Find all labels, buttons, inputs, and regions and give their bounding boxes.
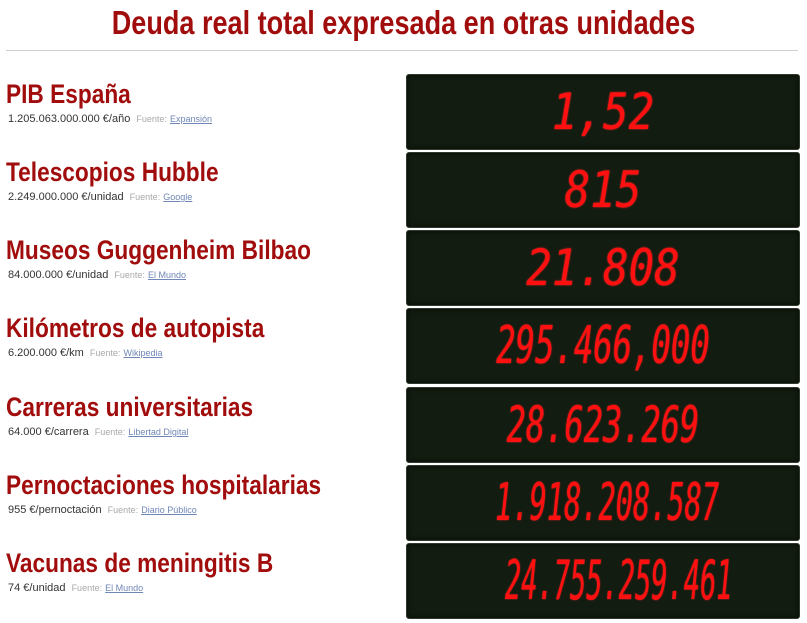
source-label: Fuente: [94, 427, 126, 437]
page-title: Deuda real total expresada en otras unid… [111, 4, 696, 41]
unit-name: Vacunas de meningitis B [6, 548, 274, 578]
unit-price: 74 €/unidad [8, 582, 66, 594]
display-value: 24.755.259.461 [505, 549, 733, 612]
digital-display: 24.755.259.461 [406, 543, 800, 619]
row-pib: PIB España 1.205.063.000.000 €/año Fuent… [0, 74, 807, 152]
source-link[interactable]: El Mundo [105, 583, 144, 593]
row-vacunas: Vacunas de meningitis B 74 €/unidad Fuen… [0, 543, 807, 621]
source-link[interactable]: Libertad Digital [128, 427, 189, 437]
source-label: Fuente: [136, 114, 167, 124]
unit-price: 1.205.063.000.000 €/año [8, 113, 131, 125]
unit-name: Pernoctaciones hospitalarias [6, 470, 322, 500]
source-label: Fuente: [107, 505, 139, 515]
digital-display: 295.466,000 [406, 308, 800, 384]
row-autopista: Kilómetros de autopista 6.200.000 €/km F… [0, 308, 807, 386]
unit-meta: 2.249.000.000 €/unidad Fuente: Google [8, 190, 192, 204]
row-carreras: Carreras universitarias 64.000 €/carrera… [0, 387, 807, 465]
unit-price: 84.000.000 €/unidad [8, 269, 109, 281]
source-link[interactable]: Expansión [170, 114, 213, 124]
title-divider [6, 50, 798, 51]
digital-display: 21.808 [406, 230, 800, 306]
unit-meta: 84.000.000 €/unidad Fuente: El Mundo [8, 268, 186, 282]
display-value: 1,52 [551, 83, 655, 141]
source-label: Fuente: [114, 270, 145, 280]
row-pernoctaciones: Pernoctaciones hospitalarias 955 €/perno… [0, 465, 807, 543]
unit-name: Kilómetros de autopista [6, 313, 265, 343]
source-link[interactable]: Wikipedia [123, 348, 163, 358]
source-label: Fuente: [129, 192, 161, 202]
unit-meta: 64.000 €/carrera Fuente: Libertad Digita… [8, 425, 188, 439]
display-value: 815 [564, 161, 642, 219]
digital-display: 815 [406, 152, 800, 228]
digital-display: 28.623.269 [406, 387, 800, 463]
row-label: Vacunas de meningitis B 74 €/unidad Fuen… [6, 543, 402, 621]
unit-name: Telescopios Hubble [6, 157, 219, 187]
unit-meta: 6.200.000 €/km Fuente: Wikipedia [8, 346, 163, 360]
unit-meta: 74 €/unidad Fuente: El Mundo [8, 581, 143, 595]
unit-name: Museos Guggenheim Bilbao [6, 235, 311, 265]
unit-name: PIB España [6, 79, 131, 109]
row-label: Pernoctaciones hospitalarias 955 €/perno… [6, 465, 402, 543]
row-label: Museos Guggenheim Bilbao 84.000.000 €/un… [6, 230, 402, 308]
source-label: Fuente: [89, 348, 121, 358]
row-guggenheim: Museos Guggenheim Bilbao 84.000.000 €/un… [0, 230, 807, 308]
unit-price: 2.249.000.000 €/unidad [8, 191, 124, 203]
row-label: PIB España 1.205.063.000.000 €/año Fuent… [6, 74, 402, 152]
unit-meta: 955 €/pernoctación Fuente: Diario Públic… [8, 503, 197, 517]
source-label: Fuente: [71, 583, 103, 593]
unit-price: 64.000 €/carrera [8, 426, 89, 438]
display-value: 28.623.269 [506, 396, 700, 454]
digital-display: 1.918.208.587 [406, 465, 800, 541]
source-link[interactable]: Diario Público [141, 505, 197, 515]
digital-display: 1,52 [406, 74, 800, 150]
display-value: 295.466,000 [496, 316, 710, 376]
unit-name: Carreras universitarias [6, 392, 254, 422]
row-hubble: Telescopios Hubble 2.249.000.000 €/unida… [0, 152, 807, 230]
row-label: Kilómetros de autopista 6.200.000 €/km F… [6, 308, 402, 386]
display-value: 21.808 [526, 239, 680, 297]
row-label: Telescopios Hubble 2.249.000.000 €/unida… [6, 152, 402, 230]
display-value: 1.918.208.587 [495, 473, 720, 533]
unit-price: 6.200.000 €/km [8, 347, 84, 359]
source-link[interactable]: El Mundo [147, 270, 187, 280]
source-link[interactable]: Google [163, 192, 193, 202]
unit-meta: 1.205.063.000.000 €/año Fuente: Expansió… [8, 112, 212, 126]
unit-price: 955 €/pernoctación [8, 504, 102, 516]
row-label: Carreras universitarias 64.000 €/carrera… [6, 387, 402, 465]
